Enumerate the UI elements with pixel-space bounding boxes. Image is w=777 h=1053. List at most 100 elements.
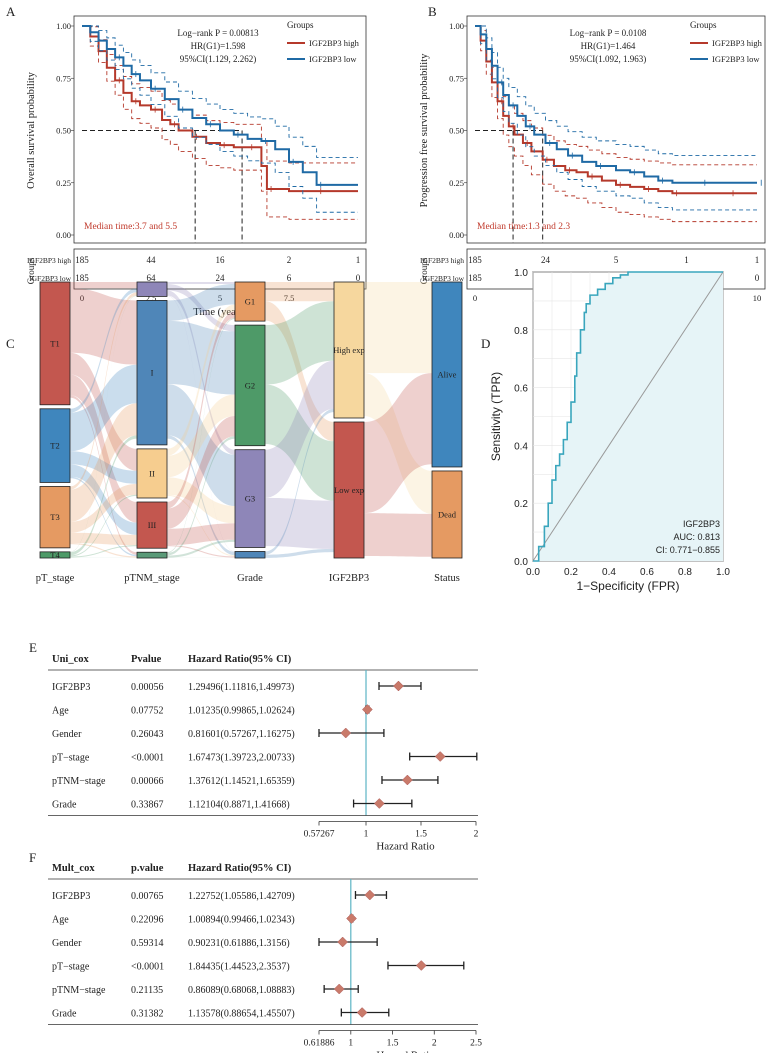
risk-count: 5 xyxy=(614,255,619,265)
forest-hr-text: 0.81601(0.57267,1.16275) xyxy=(188,729,295,740)
risk-count: 16 xyxy=(216,255,226,265)
ci-upper-low xyxy=(475,25,757,157)
forest-pvalue: 0.33867 xyxy=(131,800,164,811)
sankey-flow xyxy=(167,284,235,321)
legend-label: IGF2BP3 low xyxy=(712,54,760,64)
sankey-node-label: High exp xyxy=(333,345,364,355)
risk-count: 64 xyxy=(147,273,157,283)
legend-label: IGF2BP3 low xyxy=(309,54,357,64)
forest-point xyxy=(340,727,352,739)
sankey-flow xyxy=(70,288,137,413)
sankey-node-label: G3 xyxy=(245,494,255,504)
sankey-flow xyxy=(70,282,137,289)
sankey-node xyxy=(333,281,365,419)
sankey-flow xyxy=(70,543,137,558)
survival-curve-high xyxy=(475,25,757,195)
forest-point xyxy=(356,1007,368,1018)
forest-pvalue: 0.07752 xyxy=(131,706,164,717)
forest-point xyxy=(337,936,349,948)
sankey-flow xyxy=(364,373,432,514)
y-tick-label: 0.0 xyxy=(514,557,528,568)
x-tick-label: 0 xyxy=(473,293,477,303)
ci-upper-low xyxy=(82,25,358,158)
sankey-flow xyxy=(167,394,235,478)
risk-row-label: IGF2BP3 low xyxy=(422,274,464,283)
sankey-node xyxy=(39,408,71,483)
legend-label: IGF2BP3 high xyxy=(309,38,360,48)
y-tick-label: 0.50 xyxy=(449,126,464,136)
sankey-axis-label: Status xyxy=(434,573,460,584)
forest-variable: Age xyxy=(52,706,69,717)
x-tick-label: 0.6 xyxy=(640,567,654,578)
forest-point xyxy=(434,751,446,762)
forest-pvalue: 0.22096 xyxy=(131,915,164,926)
sankey-node-label: Dead xyxy=(438,509,457,519)
y-axis-label: Sensitivity (TPR) xyxy=(489,372,503,461)
forest-tick-label: 2 xyxy=(432,1039,437,1049)
forest-tick-label: 0.57267 xyxy=(304,830,335,840)
forest-variable: Grade xyxy=(52,800,77,811)
risk-count: 0 xyxy=(356,273,361,283)
sankey-flow xyxy=(70,364,137,452)
sankey-flow xyxy=(167,295,235,552)
x-tick-label: 1.0 xyxy=(716,567,730,578)
risk-count: 24 xyxy=(541,255,551,265)
x-tick-label: 0.8 xyxy=(678,567,692,578)
sankey-node xyxy=(234,281,266,322)
roc-diagonal xyxy=(532,271,724,562)
forest-point xyxy=(346,913,357,924)
sankey-node-label: T3 xyxy=(50,512,59,522)
forest-hr-text: 0.90231(0.61886,1.3156) xyxy=(188,938,290,949)
forest-point xyxy=(393,680,404,692)
sankey-flow xyxy=(167,435,235,556)
legend-title: Groups xyxy=(287,20,314,30)
sankey-flow xyxy=(265,282,334,302)
y-tick-label: 0.8 xyxy=(514,326,528,337)
stat-text: Log−rank P = 0.00813 xyxy=(177,28,259,38)
risk-table-label: Groups xyxy=(419,257,429,284)
sankey-flow xyxy=(70,545,137,558)
sankey-flow xyxy=(265,360,334,498)
sankey-flow xyxy=(70,403,137,522)
sankey-flow xyxy=(70,352,137,471)
sankey-flow xyxy=(167,282,235,285)
sankey-flow xyxy=(265,301,334,442)
forest-hr-text: 0.86089(0.68068,1.08883) xyxy=(188,985,295,996)
sankey-flow xyxy=(364,513,432,557)
forest-point xyxy=(364,889,376,901)
sankey-node xyxy=(136,501,168,549)
sankey-flow xyxy=(167,320,235,395)
forest-header: Hazard Ratio(95% CI) xyxy=(188,863,292,874)
forest-variable: Gender xyxy=(52,729,82,740)
y-tick-label: 0.25 xyxy=(56,178,71,188)
sankey-flow xyxy=(70,435,137,556)
panel-letter-D: D xyxy=(481,336,490,351)
sankey-flow xyxy=(167,304,235,456)
y-tick-label: 0.6 xyxy=(514,384,528,395)
risk-count: 0 xyxy=(755,273,760,283)
risk-count: 6 xyxy=(287,273,292,283)
panel-letter-F: F xyxy=(29,850,36,865)
roc-curve xyxy=(533,271,723,562)
legend-title: Groups xyxy=(690,20,717,30)
y-tick-label: 0.75 xyxy=(449,73,464,83)
sankey-node xyxy=(39,551,71,559)
sankey-node xyxy=(136,448,168,499)
forest-variable: Grade xyxy=(52,1009,77,1020)
forest-tick-label: 1.5 xyxy=(415,830,427,840)
median-time-label: Median time:3.7 and 5.5 xyxy=(84,222,177,232)
sankey-node-label: Alive xyxy=(438,369,457,379)
panel-letter-E: E xyxy=(29,640,37,655)
sankey-flow xyxy=(167,318,235,554)
x-tick-label: 0 xyxy=(80,293,84,303)
risk-count: 1 xyxy=(684,255,689,265)
sankey-flow xyxy=(364,373,432,514)
sankey-flow xyxy=(70,464,137,535)
y-tick-label: 0.2 xyxy=(514,499,528,510)
forest-x-label: Hazard Ratio xyxy=(376,1050,435,1053)
sankey-flow xyxy=(70,532,137,546)
y-tick-label: 0.50 xyxy=(56,126,71,136)
risk-count: 44 xyxy=(147,255,157,265)
panel-letter-A: A xyxy=(6,4,16,19)
sankey-node-label: I xyxy=(151,368,154,378)
